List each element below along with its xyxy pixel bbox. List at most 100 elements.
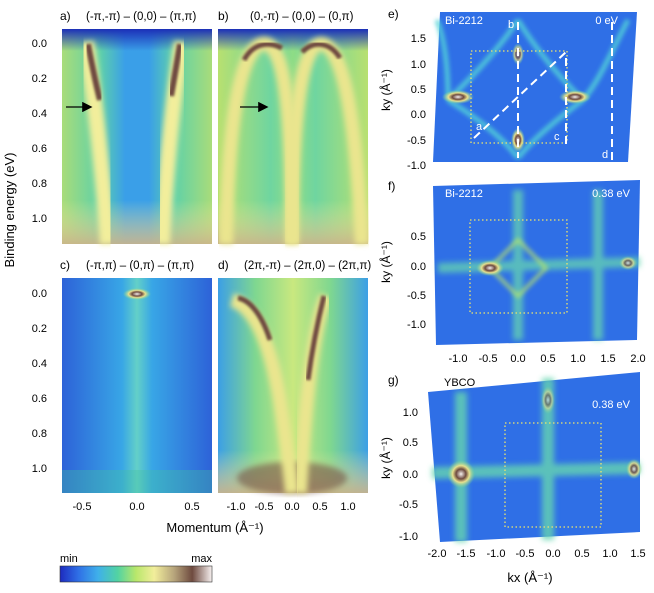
panel-e-cut-labels: a b c d <box>476 19 608 161</box>
panel-f-ridges <box>437 190 641 340</box>
panel-f-diamond <box>487 237 549 299</box>
xtick-label: 0.0 <box>129 501 144 513</box>
ytick-label: 0.2 <box>32 73 47 85</box>
panel-f-sample: Bi-2212 <box>445 188 483 200</box>
panel-g-label: g) <box>388 373 399 387</box>
xtick-label: -0.5 <box>73 501 92 513</box>
xtick-label: 2.0 <box>630 353 645 365</box>
ytick-label: 1.0 <box>403 407 418 419</box>
cut-line-a <box>473 51 567 139</box>
panel-c-hotspot <box>123 288 151 300</box>
panel-b-label: b) <box>218 9 229 23</box>
ytick-label: -0.5 <box>407 290 426 302</box>
ytick-label: -0.5 <box>407 135 426 147</box>
panel-e-label: e) <box>388 7 399 21</box>
panel-g-xticks: -2.0 -1.5 -1.0 -0.5 0.0 0.5 1.0 1.5 <box>428 548 646 560</box>
xtick-label: 0.0 <box>545 548 560 560</box>
panel-g-ylabel: ky (Å⁻¹) <box>378 437 393 479</box>
panel-e-hotspot-left <box>442 90 474 104</box>
xtick-label: -0.5 <box>516 548 535 560</box>
panel-a-title: (-π,-π) – (0,0) – (π,π) <box>86 11 196 23</box>
xtick-label: -1.0 <box>449 353 468 365</box>
panel-e-yticks: 1.5 1.0 0.5 0.0 -0.5 -1.0 <box>407 33 426 172</box>
xtick-label: 1.0 <box>570 353 585 365</box>
panel-b-top-band <box>218 29 368 51</box>
panel-g-sample: YBCO <box>444 377 476 389</box>
ytick-label: 0.0 <box>403 469 418 481</box>
xtick-label: 0.5 <box>540 353 555 365</box>
ytick-label: -0.5 <box>399 499 418 511</box>
panel-f-energy: 0.38 eV <box>592 188 631 200</box>
ytick-label: 1.5 <box>411 33 426 45</box>
panel-f: Bi-2212 0.38 eV f) ky (Å⁻¹) 0.5 0.0 -0.5… <box>378 179 646 365</box>
cut-label-c: c <box>554 131 560 143</box>
panel-g: YBCO 0.38 eV g) ky (Å⁻¹) 1.0 0.5 0.0 -0.… <box>378 372 646 585</box>
xtick-label: 1.5 <box>600 353 615 365</box>
panel-d-label: d) <box>218 258 229 272</box>
xtick-label: -1.0 <box>487 548 506 560</box>
ytick-label: -1.0 <box>407 160 426 172</box>
panel-e-cut-lines <box>473 22 613 162</box>
panel-c-bottom-glow <box>62 470 212 493</box>
panel-g-hotspot-right <box>626 459 642 479</box>
ytick-label: 0.5 <box>403 437 418 449</box>
panel-f-hotspot <box>476 260 504 276</box>
xtick-label: 0.0 <box>510 353 525 365</box>
ytick-label: 0.6 <box>32 143 47 155</box>
panel-g-energy: 0.38 eV <box>592 399 631 411</box>
panel-g-xlabel: kx (Å⁻¹) <box>507 570 552 585</box>
panel-g-yticks: 1.0 0.5 0.0 -0.5 -1.0 <box>399 407 418 543</box>
panel-g-background <box>428 372 640 542</box>
xtick-label: 1.0 <box>340 501 355 513</box>
panel-f-hotspot-right <box>619 256 637 270</box>
panel-c-label: c) <box>60 258 70 272</box>
ytick-label: 1.0 <box>32 213 47 225</box>
panel-d-title: (2π,-π) – (2π,0) – (2π,π) <box>244 260 371 272</box>
panel-f-yticks: 0.5 0.0 -0.5 -1.0 <box>407 231 426 331</box>
xtick-label: -2.0 <box>428 548 447 560</box>
ytick-label: 0.0 <box>32 288 47 300</box>
panel-d-band-right <box>305 295 327 381</box>
colorbar-gradient <box>59 565 213 583</box>
xtick-label: -1.0 <box>227 501 246 513</box>
panel-e-hotspot-right <box>559 90 591 104</box>
xtick-label: 1.5 <box>630 548 645 560</box>
panel-c-yticks: 0.0 0.2 0.4 0.6 0.8 1.0 <box>32 288 47 475</box>
ytick-label: 0.4 <box>32 108 47 120</box>
ytick-label: 0.0 <box>411 261 426 273</box>
xtick-label: 0.0 <box>284 501 299 513</box>
panel-g-dotted-box <box>504 422 602 528</box>
left-y-axis-label: Binding energy (eV) <box>2 153 17 268</box>
panel-a-yticks: 0.0 0.2 0.4 0.6 0.8 1.0 <box>32 38 47 225</box>
cut-label-d: d <box>602 149 608 161</box>
ytick-label: 0.8 <box>32 178 47 190</box>
ytick-label: 0.8 <box>32 428 47 440</box>
panel-d-xticks: -1.0 -0.5 0.0 0.5 1.0 <box>227 501 356 513</box>
ytick-label: -1.0 <box>399 531 418 543</box>
panel-f-dotted-box <box>469 219 568 314</box>
panel-c-xticks: -0.5 0.0 0.5 <box>73 501 200 513</box>
panel-a-band-right <box>168 43 183 97</box>
panel-a-bottom-glow <box>62 200 212 244</box>
xtick-label: -0.5 <box>479 353 498 365</box>
xtick-label: -1.5 <box>457 548 476 560</box>
colorbar-max-label: max <box>191 553 212 565</box>
panel-c-title: (-π,π) – (0,π) – (π,π) <box>86 260 194 272</box>
panel-d: d) (2π,-π) – (2π,0) – (2π,π) -1.0 -0.5 0… <box>218 258 371 513</box>
left-x-axis-label: Momentum (Å⁻¹) <box>166 520 263 535</box>
ytick-label: 0.5 <box>411 84 426 96</box>
ytick-label: 0.4 <box>32 358 47 370</box>
ytick-label: 0.0 <box>411 109 426 121</box>
panel-g-hotspot-left <box>447 460 475 488</box>
ytick-label: 0.2 <box>32 323 47 335</box>
panel-d-band-left-halo <box>229 293 299 494</box>
ytick-label: 0.5 <box>411 231 426 243</box>
panel-a: a) (-π,-π) – (0,0) – (π,π) 0.0 0.2 0.4 0… <box>32 9 212 245</box>
xtick-label: 0.5 <box>574 548 589 560</box>
panel-b: b) (0,-π) – (0,0) – (0,π) <box>218 9 369 245</box>
cut-label-a: a <box>476 121 483 133</box>
colorbar: min max <box>59 553 213 583</box>
ytick-label: 0.0 <box>32 38 47 50</box>
panel-f-ylabel: ky (Å⁻¹) <box>378 241 393 283</box>
